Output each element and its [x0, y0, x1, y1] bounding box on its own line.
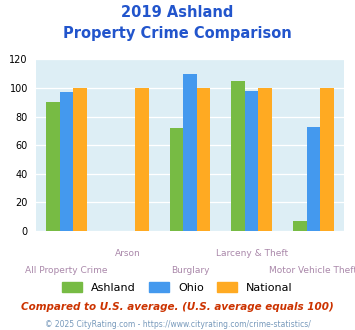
Bar	[231, 81, 245, 231]
Bar	[293, 221, 307, 231]
Text: Compared to U.S. average. (U.S. average equals 100): Compared to U.S. average. (U.S. average …	[21, 302, 334, 312]
Text: Property Crime Comparison: Property Crime Comparison	[63, 26, 292, 41]
Bar	[73, 88, 87, 231]
Bar	[258, 88, 272, 231]
Text: Burglary: Burglary	[171, 266, 209, 275]
Bar	[245, 91, 258, 231]
Text: Motor Vehicle Theft: Motor Vehicle Theft	[269, 266, 355, 275]
Bar	[320, 88, 334, 231]
Bar	[307, 127, 320, 231]
Text: 2019 Ashland: 2019 Ashland	[121, 5, 234, 20]
Text: Arson: Arson	[115, 249, 141, 258]
Legend: Ashland, Ohio, National: Ashland, Ohio, National	[58, 278, 297, 297]
Text: © 2025 CityRating.com - https://www.cityrating.com/crime-statistics/: © 2025 CityRating.com - https://www.city…	[45, 320, 310, 329]
Bar	[135, 88, 148, 231]
Bar	[170, 128, 183, 231]
Bar	[46, 102, 60, 231]
Bar	[197, 88, 210, 231]
Text: All Property Crime: All Property Crime	[25, 266, 108, 275]
Bar	[183, 74, 197, 231]
Text: Larceny & Theft: Larceny & Theft	[215, 249, 288, 258]
Bar	[60, 92, 73, 231]
